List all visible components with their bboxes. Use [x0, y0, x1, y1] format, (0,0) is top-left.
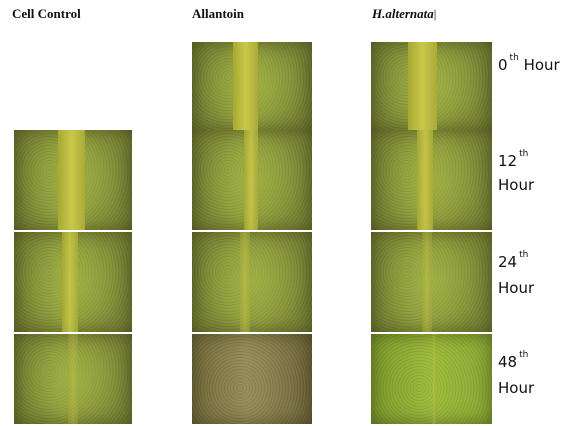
- unit: Hour: [498, 279, 534, 297]
- suffix: th: [519, 350, 528, 360]
- micrograph: [14, 130, 132, 230]
- micrograph: [192, 42, 312, 130]
- unit: Hour: [498, 176, 534, 194]
- micrograph: [192, 130, 312, 230]
- column-header-text: H.alternata: [372, 6, 434, 21]
- micrograph: [14, 232, 132, 332]
- unit: Hour: [524, 56, 560, 74]
- ordinal: 48: [498, 353, 517, 371]
- column-header: Allantoin: [192, 6, 244, 22]
- unit: Hour: [498, 379, 534, 397]
- micrograph: [371, 42, 492, 130]
- ordinal: 12: [498, 152, 517, 170]
- suffix: th: [510, 53, 519, 63]
- micrograph: [371, 334, 492, 424]
- micrograph: [192, 334, 312, 424]
- ordinal: 0: [498, 56, 508, 74]
- micrograph: [371, 130, 492, 230]
- micrograph: [371, 232, 492, 332]
- micrograph: [14, 334, 132, 424]
- ordinal: 24: [498, 253, 517, 271]
- column-header: H.alternata|: [372, 6, 436, 22]
- micrograph: [192, 232, 312, 332]
- suffix: th: [519, 250, 528, 260]
- figure: Cell Control Allantoin H.alternata| 0th …: [0, 0, 581, 426]
- suffix: th: [519, 149, 528, 159]
- column-header: Cell Control: [12, 6, 81, 22]
